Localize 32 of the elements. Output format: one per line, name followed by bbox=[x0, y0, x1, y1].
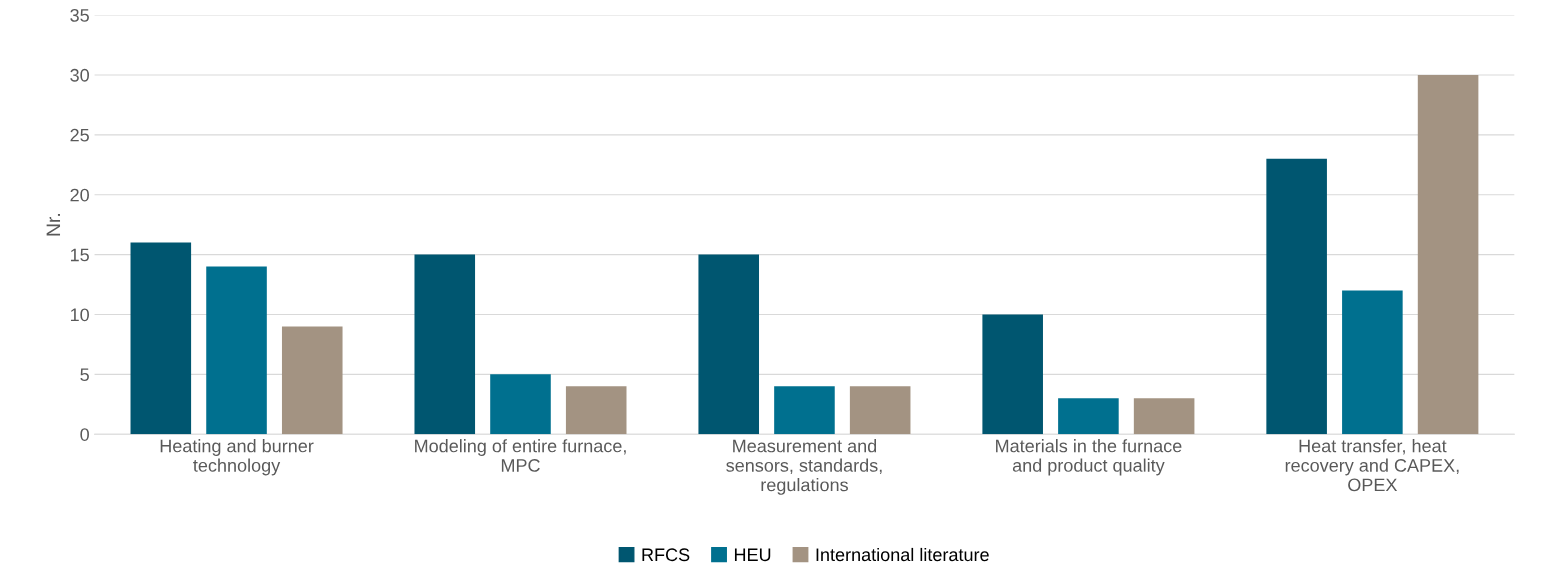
legend-label: RFCS bbox=[642, 548, 690, 562]
bar bbox=[1417, 74, 1479, 435]
bar bbox=[1266, 158, 1327, 435]
y-tick-label: 15 bbox=[70, 248, 89, 262]
bar bbox=[130, 242, 192, 435]
x-tick-label: Heating and burner technology bbox=[160, 439, 314, 476]
legend-label: HEU bbox=[734, 548, 771, 562]
y-tick-label: 0 bbox=[80, 428, 89, 441]
y-tick-label: 35 bbox=[70, 8, 89, 22]
bar bbox=[1342, 290, 1403, 435]
bar bbox=[1058, 398, 1119, 435]
x-tick-label: Measurement and sensors, standards, regulations bbox=[726, 439, 882, 495]
bar bbox=[414, 254, 476, 435]
bar bbox=[206, 266, 267, 435]
x-tick-label: Materials in the furnace and product quality bbox=[996, 439, 1182, 476]
bar bbox=[490, 374, 551, 435]
y-tick-label: 30 bbox=[70, 68, 89, 82]
y-tick-label: 25 bbox=[70, 128, 89, 142]
bar bbox=[982, 314, 1043, 435]
bar bbox=[1133, 398, 1195, 435]
bar bbox=[849, 386, 911, 435]
x-tick-label: Heat transfer, heat recovery and CAPEX, OPEX bbox=[1285, 439, 1459, 492]
y-tick-label: 20 bbox=[70, 188, 89, 202]
y-axis-title: Nr. bbox=[46, 214, 61, 236]
legend-label: International literature bbox=[816, 547, 989, 562]
y-tick-label: 5 bbox=[80, 368, 89, 382]
bar bbox=[565, 386, 627, 435]
bar bbox=[281, 326, 343, 435]
x-tick-label: Modeling of entire furnace, MPC bbox=[415, 439, 626, 472]
bar bbox=[774, 386, 835, 435]
y-tick-label: 10 bbox=[70, 308, 89, 322]
bar bbox=[698, 254, 760, 435]
